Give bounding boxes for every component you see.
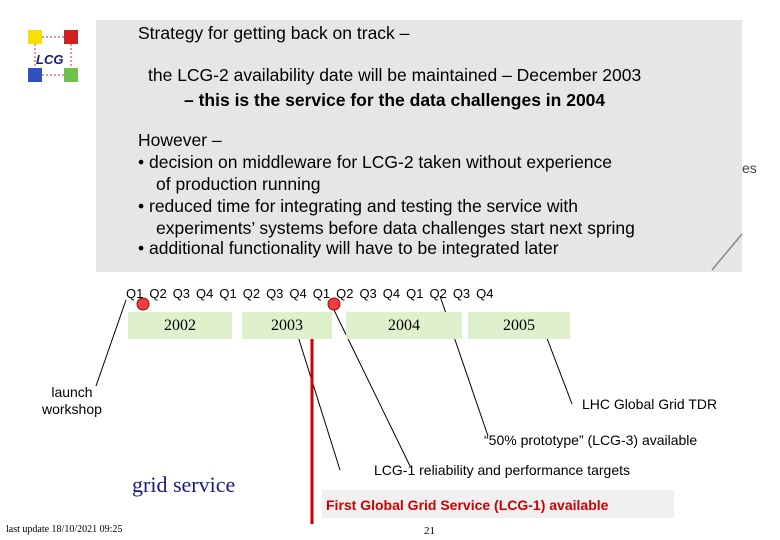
callout-bullet-2b: experiments’ systems before data challen… [156,218,635,238]
quarter-label: Q3 [172,286,191,301]
prototype-label: “50% prototype” (LCG-3) available [484,432,698,448]
reliability-label: LCG-1 reliability and performance target… [374,462,631,478]
quarter-label: Q1 [219,286,237,301]
lhc-tdr-label: LHC Global Grid TDR [582,396,718,412]
quarter-label: Q2 [242,286,261,301]
strategy-callout: Strategy for getting back on track – the… [96,20,742,272]
quarter-label: Q3 [266,286,284,301]
launch-milestone-dot [136,297,150,311]
quarter-label: Q1 [406,286,424,301]
quarter-label: Q4 [289,286,307,301]
logo-red-square [64,30,78,44]
callout-line-1: the LCG-2 availability date will be main… [148,65,642,85]
first-service-box [322,490,674,518]
quarter-label: Q2 [336,286,354,301]
launch-connector [95,299,127,387]
quarter-axis: Q1 Q2 Q3 Q4 Q1 Q2 Q3 Q4 Q1 Q2 Q3 Q4 Q1 Q2 Q3 Q4 [126,286,500,301]
quarter-label: Q1 [126,286,144,301]
year-2004: 2004 [346,312,462,339]
logo-yellow-square [28,30,42,44]
reliability-connector [295,329,341,471]
quarter-label: Q4 [382,286,401,301]
quarter-label: Q2 [429,286,447,301]
cut-off-text: es [742,160,757,176]
quarter-label: Q4 [196,286,214,301]
callout-pointer [700,232,743,271]
callout-bullet-3: • additional functionality will have to … [138,238,559,258]
year-2003: 2003 [242,312,332,339]
launch-label-line-2: workshop [42,401,102,417]
service-milestone-dot [327,297,341,311]
callout-bullet-2a: • reduced time for integrating and testi… [138,196,578,216]
year-2002: 2002 [128,312,232,339]
callout-bullet-1a: • decision on middleware for LCG-2 taken… [138,152,613,172]
logo-text: LCG [36,52,63,67]
first-service-label: First Global Grid Service (LCG-1) availa… [326,497,609,513]
callout-however: However – [138,130,222,150]
quarter-label: Q3 [359,286,377,301]
callout-title: Strategy for getting back on track – [138,23,410,43]
callout-bullet-1b: of production running [156,174,321,194]
page-number: 21 [424,525,435,537]
grid-service-label: grid service [132,472,236,497]
quarter-label: Q3 [452,286,471,301]
logo-blue-square [28,68,42,82]
launch-workshop-label: launch workshop [42,384,102,418]
quarter-label: Q4 [476,286,494,301]
logo-green-square [64,68,78,82]
year-2005: 2005 [468,312,570,339]
callout-line-2: – this is the service for the data chall… [184,90,606,110]
quarter-label: Q2 [149,286,167,301]
lcg-logo: LCG [28,30,78,82]
launch-label-line-1: launch [51,384,93,400]
last-update-text: last update 18/10/2021 09:25 [6,524,123,535]
quarter-label: Q1 [312,286,331,301]
